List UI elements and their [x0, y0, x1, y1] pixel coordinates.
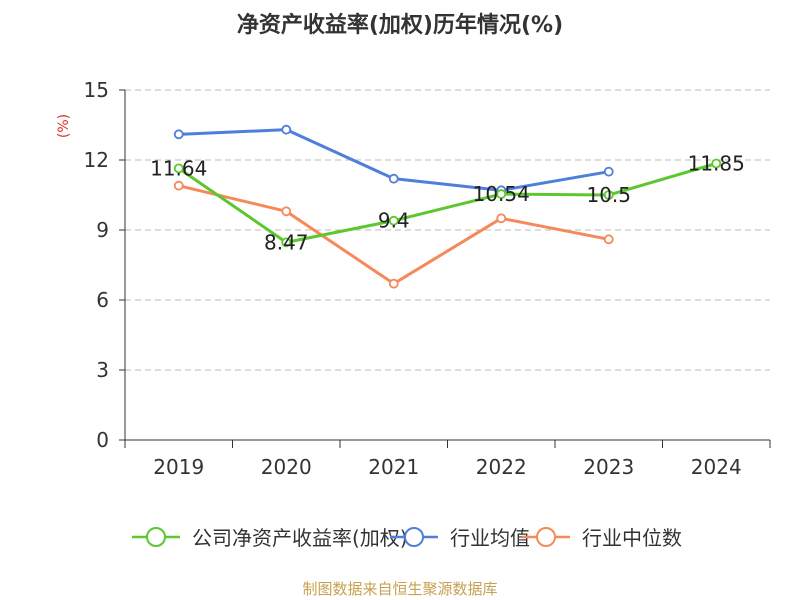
x-tick-label: 2021 [368, 455, 419, 479]
series-line [177, 162, 717, 244]
legend-swatch-marker [536, 527, 556, 547]
legend-label: 行业均值 [450, 526, 530, 550]
data-label: 10.54 [473, 182, 530, 206]
legend-swatch-marker [146, 527, 166, 547]
series-point [173, 129, 184, 140]
legend-label: 公司净资产收益率(加权) [192, 526, 408, 550]
y-tick-label: 15 [84, 78, 109, 102]
chart-title: 净资产收益率(加权)历年情况(%) [237, 12, 563, 38]
legend-label: 行业中位数 [582, 526, 682, 550]
series-point [496, 189, 507, 199]
data-label: 8.47 [264, 230, 309, 254]
grid-layer [125, 89, 770, 371]
data-label: 9.4 [378, 209, 410, 233]
series-line [178, 184, 610, 286]
series-point [496, 213, 507, 224]
y-tick-label: 12 [84, 148, 109, 172]
x-tick-label: 2019 [153, 455, 204, 479]
series-1 [173, 124, 614, 196]
series-point [603, 166, 614, 177]
legend-item-0: 公司净资产收益率(加权) [132, 526, 408, 550]
legend-swatch-marker [404, 527, 424, 547]
series-point [388, 215, 399, 226]
legend-item-1: 行业均值 [390, 526, 530, 550]
series-point [388, 278, 399, 289]
series-point [281, 237, 292, 248]
x-tick-label: 2022 [476, 455, 527, 479]
series-point [711, 158, 722, 169]
data-label: 10.5 [586, 183, 631, 207]
series-point [281, 124, 292, 135]
x-tick-label: 2023 [583, 455, 634, 479]
series-point [281, 206, 292, 217]
legend: 公司净资产收益率(加权) 行业均值 行业中位数 [132, 526, 682, 550]
legend-item-2: 行业中位数 [522, 526, 682, 550]
y-tick-label: 9 [96, 218, 109, 242]
series-point [603, 234, 614, 245]
series-0 [173, 158, 722, 248]
series-layer [173, 124, 722, 289]
series-point [388, 173, 399, 184]
y-tick-label: 6 [96, 288, 109, 312]
x-tick-label: 2020 [261, 455, 312, 479]
series-point [603, 190, 614, 200]
y-tick-label: 3 [96, 358, 109, 382]
series-point [173, 180, 184, 191]
y-axis-label: (%) [56, 114, 72, 138]
y-tick-label: 0 [96, 428, 109, 452]
data-label-layer: 11.64 8.47 9.4 10.54 10.5 11.85 [150, 152, 745, 255]
data-label: 11.64 [150, 156, 207, 180]
source-note: 制图数据来自恒生聚源数据库 [302, 580, 497, 598]
series-point [173, 163, 184, 174]
x-tick-label: 2024 [691, 455, 742, 479]
series-2 [173, 180, 614, 289]
axis-layer: 0 3 6 9 12 15 2019 2020 2021 2022 2023 2024 [84, 78, 771, 479]
data-label: 11.85 [688, 152, 745, 176]
